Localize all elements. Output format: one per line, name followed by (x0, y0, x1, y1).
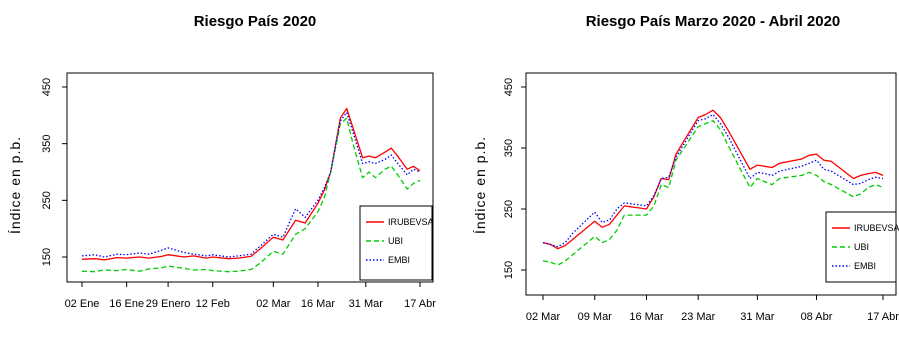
x-tick-label: 23 Mar (681, 311, 716, 323)
x-tick-label: 16 Mar (629, 311, 664, 323)
y-tick-label: 150 (503, 261, 515, 279)
x-tick-label: 12 Feb (196, 298, 230, 310)
y-tick-label: 450 (503, 78, 515, 96)
y-tick-label: 450 (41, 78, 53, 96)
y-tick-label: 250 (503, 200, 515, 218)
y-tick-label: 350 (41, 134, 53, 152)
chart-panel-1: Riesgo País 2020 Índice en p.b. 150 250 350 4… (7, 13, 436, 310)
series-line-embi (81, 111, 421, 258)
x-tick-label: 29 Enero (146, 298, 191, 310)
legend-box (359, 205, 433, 281)
legend-label-ubi: UBI (854, 242, 869, 252)
legend-label-embi: EMBI (854, 261, 876, 271)
x-tick-label: 02 Mar (526, 311, 561, 323)
series-line-irubevsa (542, 109, 884, 250)
x-tick-label: 16 Ene (109, 298, 144, 310)
y-tick-label: 150 (41, 248, 53, 266)
series-line-embi (542, 113, 884, 248)
legend-label-irubevsa: IRUBEVSA (854, 223, 899, 233)
x-tick-label: 31 Mar (349, 298, 384, 310)
legend: IRUBEVSA UBI EMBI (825, 211, 899, 283)
x-tick-label: 09 Mar (578, 311, 613, 323)
x-tick-label: 02 Ene (65, 298, 100, 310)
x-tick-label: 02 Mar (256, 298, 291, 310)
x-tick-label: 17 Abr (404, 298, 436, 310)
x-tick-label: 31 Mar (740, 311, 775, 323)
plot-frame (66, 72, 434, 283)
x-tick-label: 08 Abr (801, 311, 833, 323)
series-line-ubi (81, 117, 421, 273)
chart-title: Riesgo País 2020 (194, 13, 317, 30)
legend-label-irubevsa: IRUBEVSA (388, 217, 434, 227)
x-tick-label: 17 Abr (867, 311, 899, 323)
legend-label-ubi: UBI (388, 236, 403, 246)
series-line-ubi (542, 119, 884, 266)
x-tick-label: 16 Mar (301, 298, 336, 310)
y-axis-label: Índice en p.b. (7, 136, 23, 234)
y-axis-label: Índice en p.b. (472, 136, 488, 234)
legend-box (825, 211, 897, 283)
plot-frame (525, 72, 897, 296)
series-line-irubevsa (81, 107, 421, 261)
chart-title: Riesgo País Marzo 2020 - Abril 2020 (586, 13, 841, 30)
legend: IRUBEVSA UBI EMBI (359, 205, 434, 281)
y-tick-label: 350 (503, 139, 515, 157)
y-tick-label: 250 (41, 191, 53, 209)
chart-panel-2: Riesgo País Marzo 2020 - Abril 2020 Índic… (472, 13, 899, 323)
legend-label-embi: EMBI (388, 255, 410, 265)
